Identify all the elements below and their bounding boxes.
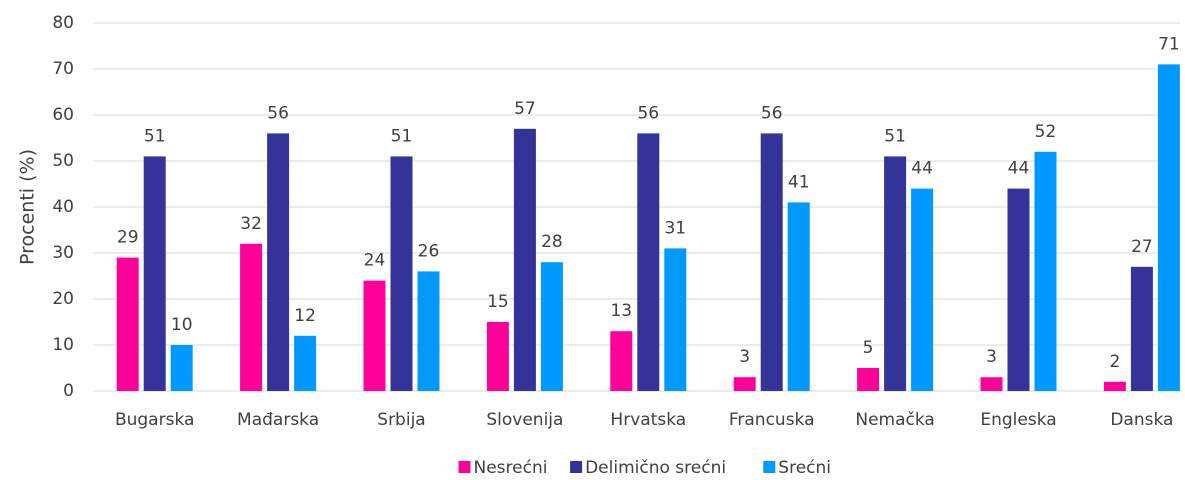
- y-tick-label: 60: [52, 105, 74, 125]
- x-tick-label: Danska: [1110, 410, 1173, 430]
- data-label: 51: [391, 126, 413, 146]
- y-tick-label: 30: [52, 243, 74, 263]
- bar: [390, 156, 413, 391]
- data-label: 51: [884, 126, 906, 146]
- bar: [610, 331, 633, 391]
- bar: [116, 257, 139, 391]
- legend-label: Srećni: [778, 458, 831, 478]
- bar: [170, 345, 193, 391]
- data-label: 2: [1109, 352, 1120, 372]
- data-label: 51: [144, 126, 166, 146]
- data-label: 32: [240, 214, 262, 234]
- bar: [884, 156, 907, 391]
- data-label: 44: [1008, 159, 1030, 179]
- bar: [1007, 188, 1030, 391]
- bar: [980, 377, 1003, 391]
- x-tick-label: Srbija: [377, 410, 425, 430]
- y-tick-label: 10: [52, 335, 74, 355]
- y-tick-label: 40: [52, 197, 74, 217]
- bar: [637, 133, 660, 391]
- data-label: 15: [487, 292, 509, 312]
- bar: [143, 156, 166, 391]
- legend-label: Nesrećni: [474, 458, 548, 478]
- data-label: 24: [364, 251, 386, 271]
- data-label: 44: [911, 159, 933, 179]
- bar: [1103, 381, 1126, 391]
- bar: [267, 133, 290, 391]
- data-label: 56: [761, 103, 783, 123]
- data-label: 41: [788, 172, 810, 192]
- x-tick-label: Nemačka: [855, 410, 934, 430]
- data-label: 28: [541, 232, 563, 252]
- x-tick-label: Slovenija: [486, 410, 563, 430]
- bar: [294, 335, 317, 391]
- data-label: 13: [610, 301, 632, 321]
- bar: [540, 262, 563, 391]
- data-label: 56: [267, 103, 289, 123]
- legend-label: Delimično srećni: [585, 458, 726, 478]
- data-label: 12: [294, 306, 316, 326]
- bar: [417, 271, 440, 391]
- data-label: 71: [1158, 34, 1180, 54]
- bar: [1157, 64, 1180, 392]
- x-tick-label: Engleska: [980, 410, 1056, 430]
- bar: [513, 128, 536, 392]
- y-axis-title: Procenti (%): [17, 149, 39, 265]
- bar: [486, 322, 509, 391]
- data-label: 27: [1131, 237, 1153, 257]
- x-tick-label: Hrvatska: [610, 410, 686, 430]
- y-tick-label: 50: [52, 151, 74, 171]
- data-label: 5: [863, 338, 874, 358]
- bar: [857, 368, 880, 391]
- legend-swatch: [458, 461, 471, 473]
- bar: [240, 243, 263, 391]
- bar: [1130, 266, 1153, 391]
- x-tick-label: Bugarska: [115, 410, 194, 430]
- bar: [760, 133, 783, 391]
- data-label: 56: [637, 103, 659, 123]
- y-tick-label: 20: [52, 289, 74, 309]
- bar: [1034, 151, 1057, 391]
- y-tick-label: 70: [52, 59, 74, 79]
- data-label: 57: [514, 99, 536, 119]
- y-tick-label: 80: [52, 13, 74, 33]
- x-tick-label: Francuska: [729, 410, 815, 430]
- data-label: 26: [418, 241, 440, 261]
- data-label: 29: [117, 228, 139, 248]
- legend-swatch: [570, 461, 583, 473]
- bar: [787, 202, 810, 391]
- x-tick-label: Mađarska: [237, 410, 319, 430]
- data-label: 52: [1035, 122, 1057, 142]
- data-label: 3: [739, 347, 750, 367]
- data-label: 10: [171, 315, 193, 335]
- bar: [911, 188, 934, 391]
- y-tick-label: 0: [63, 381, 74, 401]
- legend-swatch: [763, 461, 776, 473]
- data-label: 31: [664, 218, 686, 238]
- bar: [363, 280, 386, 391]
- bar: [664, 248, 687, 391]
- data-label: 3: [986, 347, 997, 367]
- bar: [733, 377, 756, 391]
